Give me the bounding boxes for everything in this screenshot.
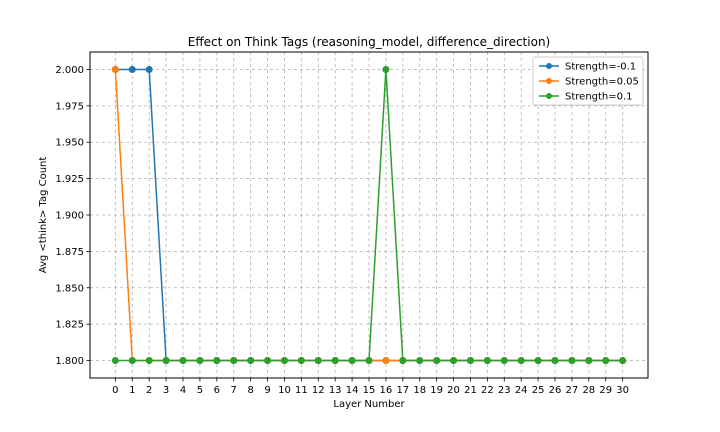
legend-item: Strength=-0.1 [539,62,636,73]
data-point [602,357,610,365]
data-point [619,357,627,365]
y-tick-label: 1.825 [55,320,84,331]
y-tick-label: 1.800 [55,356,84,367]
data-point [111,357,119,365]
legend-label: Strength=0.05 [565,77,639,88]
x-tick-label: 30 [616,385,629,396]
x-tick-label: 1 [129,385,135,396]
data-point [585,357,593,365]
data-point [280,357,288,365]
data-point [331,357,339,365]
x-tick-label: 0 [112,385,118,396]
y-tick-label: 1.950 [55,138,84,149]
data-point [145,65,153,73]
x-tick-label: 21 [464,385,477,396]
x-tick-label: 27 [566,385,579,396]
data-point [297,357,305,365]
series-3 [111,65,627,365]
data-point [466,357,474,365]
y-tick-label: 1.900 [55,211,84,222]
data-point [534,357,542,365]
x-tick-label: 22 [481,385,494,396]
data-point [179,357,187,365]
data-point [500,357,508,365]
data-point [128,65,136,73]
chart-title: Effect on Think Tags (reasoning_model, d… [188,35,550,49]
x-tick-label: 4 [180,385,186,396]
x-tick-label: 25 [532,385,545,396]
data-point [382,357,390,365]
x-tick-label: 10 [278,385,291,396]
x-tick-label: 19 [430,385,443,396]
x-tick-label: 2 [146,385,152,396]
x-tick-label: 18 [413,385,426,396]
x-tick-label: 17 [396,385,409,396]
x-tick-label: 13 [329,385,342,396]
x-tick-label: 3 [163,385,169,396]
legend-marker [546,78,552,84]
x-tick-label: 14 [346,385,359,396]
x-tick-label: 5 [197,385,203,396]
data-point [247,357,255,365]
data-point [196,357,204,365]
data-point [433,357,441,365]
data-point [145,357,153,365]
data-point [483,357,491,365]
x-tick-label: 7 [231,385,237,396]
y-tick-label: 1.925 [55,174,84,185]
legend-label: Strength=-0.1 [565,62,636,73]
grid [90,52,648,378]
x-tick-label: 8 [247,385,253,396]
y-tick-label: 1.975 [55,101,84,112]
legend-label: Strength=0.1 [565,92,633,103]
data-point [365,357,373,365]
legend-item: Strength=0.05 [539,77,639,88]
x-tick-label: 12 [312,385,325,396]
data-point [450,357,458,365]
legend-item: Strength=0.1 [539,92,633,103]
data-point [568,357,576,365]
x-axis-ticks: 0 1 2 3 4 5 6 7 8 9 10 11 12 13 14 15 16 17 18 19 20 21 22 23 24… [112,378,629,396]
y-axis-ticks: 1.800 1.825 1.850 1.875 1.900 1.925 1.950 1.975… [55,65,90,367]
data-point [551,357,559,365]
legend: Strength=-0.1 Strength=0.05 Strength=0.1 [532,56,644,106]
y-tick-label: 1.850 [55,283,84,294]
x-tick-label: 24 [515,385,528,396]
data-point [314,357,322,365]
x-tick-label: 26 [549,385,562,396]
y-axis-label: Avg <think> Tag Count [38,157,49,274]
x-axis-label: Layer Number [333,399,405,410]
x-tick-label: 9 [264,385,270,396]
data-point [264,357,272,365]
y-tick-label: 1.875 [55,247,84,258]
data-point [348,357,356,365]
legend-marker [546,93,552,99]
y-tick-label: 2.000 [55,65,84,76]
legend-marker [546,63,552,69]
x-tick-label: 15 [363,385,376,396]
x-tick-label: 28 [582,385,595,396]
x-tick-label: 16 [380,385,393,396]
series-layer [111,65,627,365]
x-tick-label: 11 [295,385,308,396]
data-point [399,357,407,365]
data-point [162,357,170,365]
x-tick-label: 20 [447,385,460,396]
data-point [382,65,390,73]
data-point [230,357,238,365]
data-point [517,357,525,365]
data-point [128,357,136,365]
data-point [111,65,119,73]
x-tick-label: 6 [214,385,220,396]
x-tick-label: 29 [599,385,612,396]
legend-box [532,56,644,106]
x-tick-label: 23 [498,385,511,396]
data-point [213,357,221,365]
data-point [416,357,424,365]
